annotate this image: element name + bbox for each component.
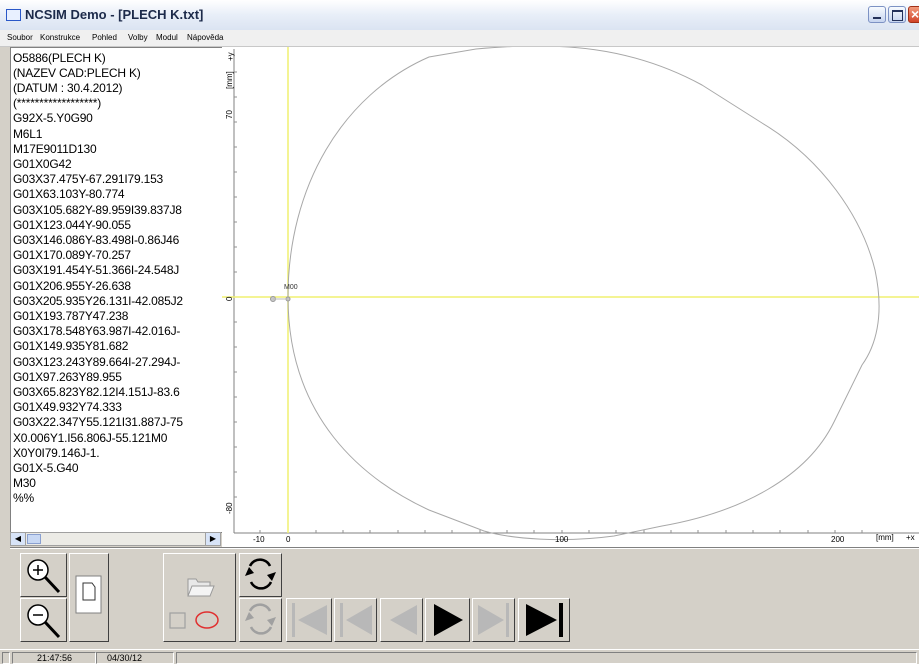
y-tick-label: 0 — [225, 296, 234, 301]
code-line: G92X-5.Y0G90 — [13, 111, 93, 125]
plot-canvas — [222, 47, 919, 541]
window-title: NCSIM Demo - [PLECH K.txt] — [25, 7, 204, 22]
code-line: (******************) — [13, 96, 102, 110]
zoom-out-icon — [27, 604, 61, 639]
code-line: G03X178.548Y63.987I-42.016J- — [13, 324, 181, 338]
skip-to-start-icon — [292, 603, 327, 637]
code-line: G03X205.935Y26.131I-42.085J2 — [13, 294, 183, 308]
menu-napoveda[interactable]: Nápověda — [187, 33, 224, 42]
menu-bar: Soubor Konstrukce Pohled Volby Modul Náp… — [0, 30, 919, 47]
nc-code-panel[interactable]: O5886(PLECH K) (NAZEV CAD:PLECH K) (DATU… — [10, 47, 223, 533]
scroll-thumb[interactable] — [27, 534, 41, 544]
code-line: G03X22.347Y55.121I31.887J-75 — [13, 415, 183, 429]
y-tick-label: -80 — [225, 502, 234, 514]
open-folder-icon[interactable] — [164, 554, 235, 641]
zoom-in-button[interactable] — [20, 553, 67, 597]
skip-to-start-button[interactable] — [286, 598, 332, 642]
close-button[interactable] — [908, 6, 919, 23]
menu-modul[interactable]: Modul — [156, 33, 178, 42]
x-tick-label: 100 — [555, 535, 569, 544]
play-icon — [434, 604, 463, 636]
status-date: 04/30/12 — [96, 652, 174, 664]
y-axis-unit-label: [mm] — [225, 71, 234, 89]
y-tick-label: 70 — [225, 110, 234, 119]
panel-separator — [10, 547, 919, 549]
contour-path — [287, 47, 880, 541]
code-line: G01X63.103Y-80.774 — [13, 187, 125, 201]
menu-konstrukce[interactable]: Konstrukce — [40, 33, 81, 42]
code-line: G03X105.682Y-89.959I39.837J8 — [13, 203, 182, 217]
scroll-left-arrow-icon[interactable]: ◀ — [11, 533, 26, 545]
maximize-button[interactable] — [888, 6, 906, 23]
refresh-disabled-button[interactable] — [239, 598, 282, 642]
scroll-right-arrow-icon[interactable]: ▶ — [205, 533, 220, 545]
x-axis-ticks — [259, 530, 863, 533]
code-line: M30 — [13, 476, 36, 490]
status-message — [176, 652, 917, 664]
code-line: G03X191.454Y-51.366I-24.548J — [13, 263, 180, 277]
x-axis-arrow-label: +x — [906, 533, 915, 542]
m00-marker-label: M00 — [284, 284, 298, 291]
y-axis-ticks — [234, 71, 237, 498]
code-line: G03X146.086Y-83.498I-0.86J46 — [13, 233, 180, 247]
code-line: G01X206.955Y-26.638 — [13, 279, 131, 293]
code-line: M17E9011D130 — [13, 142, 97, 156]
play-back-button[interactable] — [380, 598, 423, 642]
code-line: O5886(PLECH K) — [13, 51, 106, 65]
menu-pohled[interactable]: Pohled — [92, 33, 117, 42]
play-back-icon — [390, 605, 417, 635]
refresh-icon — [245, 603, 276, 635]
step-back-icon — [340, 603, 372, 637]
code-line: G03X65.823Y82.12I4.151J-83.6 — [13, 385, 180, 399]
step-forward-icon — [478, 603, 509, 637]
zoom-in-icon — [27, 559, 61, 594]
play-button[interactable] — [425, 598, 470, 642]
status-time: 21:47:56 — [12, 652, 96, 664]
code-line: G01X97.263Y89.955 — [13, 370, 122, 384]
refresh-icon — [245, 558, 276, 590]
minimize-button[interactable] — [868, 6, 886, 23]
code-line: X0Y0I79.146J-1. — [13, 446, 100, 460]
x-tick-label: 200 — [831, 535, 845, 544]
code-line: G03X123.243Y89.664I-27.294J- — [13, 355, 181, 369]
rect-circle-icon[interactable] — [164, 554, 235, 641]
skip-to-end-icon — [526, 603, 563, 637]
skip-to-end-button[interactable] — [518, 598, 570, 642]
code-line: M6L1 — [13, 127, 43, 141]
page-icon — [75, 575, 102, 614]
code-line: G01X-5.G40 — [13, 461, 79, 475]
code-line: (NAZEV CAD:PLECH K) — [13, 66, 141, 80]
page-view-button[interactable] — [69, 553, 109, 642]
menu-soubor[interactable]: Soubor — [7, 33, 33, 42]
simulation-plot[interactable]: [mm] +y 70 0 -80 -10 0 100 200 [mm] +x M… — [222, 47, 919, 547]
zoom-out-button[interactable] — [20, 598, 67, 642]
refresh-button[interactable] — [239, 553, 282, 597]
step-back-button[interactable] — [334, 598, 377, 642]
code-line: G01X170.089Y-70.257 — [13, 248, 131, 262]
code-line: G01X0G42 — [13, 157, 72, 171]
code-line: G03X37.475Y-67.291I79.153 — [13, 172, 164, 186]
code-line: G01X149.935Y81.682 — [13, 339, 129, 353]
title-bar: NCSIM Demo - [PLECH K.txt] — [0, 0, 919, 31]
code-line: G01X123.044Y-90.055 — [13, 218, 131, 232]
x-axis-unit-label: [mm] — [876, 533, 894, 542]
shapes-panel — [163, 553, 236, 642]
x-tick-label: 0 — [286, 535, 291, 544]
status-bar: 21:47:56 04/30/12 — [0, 649, 919, 664]
app-icon — [6, 9, 21, 21]
horizontal-scrollbar[interactable]: ◀ ▶ — [10, 532, 221, 546]
code-line: X0.006Y1.I56.806J-55.121M0 — [13, 431, 168, 445]
status-grip — [2, 652, 10, 664]
step-forward-button[interactable] — [472, 598, 515, 642]
code-line: G01X49.932Y74.333 — [13, 400, 122, 414]
x-tick-label: -10 — [253, 535, 265, 544]
code-line: G01X193.787Y47.238 — [13, 309, 129, 323]
y-axis-arrow-label: +y — [226, 52, 235, 61]
menu-volby[interactable]: Volby — [128, 33, 148, 42]
code-line: %% — [13, 491, 34, 505]
code-line: (DATUM : 30.4.2012) — [13, 81, 123, 95]
